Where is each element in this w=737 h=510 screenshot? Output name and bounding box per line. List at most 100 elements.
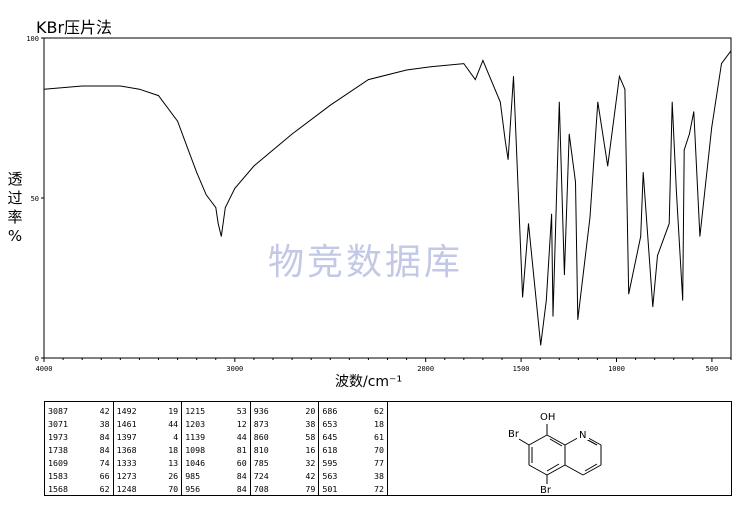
- data-point: [158, 95, 159, 96]
- data-point: [642, 172, 644, 173]
- data-point: [730, 50, 732, 52]
- x-axis-label: 波数/cm⁻¹: [335, 374, 403, 390]
- peak-transmittance: 4: [173, 432, 179, 442]
- peak-row: 1046 60: [185, 457, 247, 470]
- peak-transmittance: 62: [373, 406, 384, 416]
- peak-transmittance: 26: [168, 471, 179, 481]
- peak-row: 1973 84: [48, 431, 110, 444]
- data-point: [186, 146, 188, 148]
- peak-row: 501 72: [322, 483, 384, 496]
- peak-column: 1215 53 1203 12 1139 44 1098 81 1046 60 985 84 956 84: [182, 402, 251, 495]
- data-point: [540, 344, 542, 346]
- peak-wavenumber: 501: [322, 484, 338, 494]
- data-point: [463, 63, 465, 64]
- peak-transmittance: 72: [373, 484, 384, 494]
- y-tick-label: 100: [26, 35, 39, 43]
- data-point: [368, 79, 369, 80]
- x-tick-label: 500: [706, 365, 719, 373]
- bond: [546, 464, 566, 476]
- bond-double: [546, 463, 560, 472]
- data-point: [564, 274, 565, 276]
- peak-row: 1203 12: [185, 418, 247, 431]
- data-point: [482, 60, 484, 61]
- peak-column: 936 20 873 38 860 58 810 16 785 32 724 42 708 79: [251, 402, 320, 495]
- peak-wavenumber: 1203: [185, 419, 206, 429]
- plot-frame: [43, 37, 732, 359]
- atom-br-label: Br: [508, 429, 520, 440]
- peak-wavenumber: 1368: [116, 445, 137, 455]
- data-point: [507, 159, 509, 161]
- data-point: [699, 236, 701, 237]
- data-point: [139, 88, 140, 90]
- peak-column: 1492 19 1461 44 1397 4 1368 18 1333 13 1273 26 1248 7…: [114, 402, 183, 495]
- peak-row: 645 61: [322, 431, 384, 444]
- bond: [528, 464, 548, 476]
- peak-wavenumber: 1583: [48, 471, 68, 481]
- peak-wavenumber: 1098: [185, 445, 206, 455]
- peak-row: 1492 19: [117, 405, 179, 418]
- peak-wavenumber: 645: [322, 432, 338, 442]
- data-point: [253, 165, 255, 167]
- peak-transmittance: 53: [236, 406, 247, 416]
- peak-wavenumber: 1273: [116, 471, 137, 481]
- watermark: 物竞数据库: [268, 242, 464, 283]
- peak-row: 860 58: [254, 431, 316, 444]
- data-point: [676, 191, 677, 193]
- peak-wavenumber: 1215: [185, 406, 206, 416]
- data-point: [671, 101, 673, 103]
- peak-transmittance: 38: [99, 419, 110, 429]
- molecule-structure: OH Br Br N: [508, 412, 602, 496]
- data-point: [224, 207, 226, 209]
- data-point: [205, 194, 207, 196]
- peak-transmittance: 60: [236, 458, 247, 468]
- peak-row: 785 32: [254, 457, 316, 470]
- molecule-bonds: [518, 424, 602, 484]
- peak-transmittance: 38: [305, 419, 316, 429]
- peak-wavenumber: 1492: [116, 406, 137, 416]
- data-point: [81, 85, 83, 87]
- data-point: [619, 76, 620, 77]
- peak-row: 3071 38: [48, 418, 110, 431]
- peak-transmittance: 19: [168, 406, 179, 416]
- data-point: [568, 133, 570, 135]
- peak-wavenumber: 653: [322, 419, 338, 429]
- bond: [564, 464, 584, 476]
- data-point: [504, 140, 506, 141]
- data-point: [499, 101, 501, 103]
- data-point: [119, 85, 121, 87]
- data-point: [575, 181, 576, 183]
- peak-row: 686 62: [322, 405, 384, 418]
- peak-transmittance: 44: [168, 419, 179, 429]
- peak-row: 1248 70: [117, 483, 179, 496]
- peak-row: 1368 18: [117, 444, 179, 457]
- data-point: [668, 223, 670, 225]
- peak-transmittance: 84: [236, 484, 247, 494]
- data-point: [513, 76, 514, 77]
- y-axis-label-char: %: [7, 227, 23, 245]
- peak-row: 563 38: [322, 470, 384, 483]
- x-tick-label: 1500: [513, 365, 530, 373]
- atom-oh-label: OH: [540, 412, 555, 423]
- x-tick-label: 4000: [36, 365, 53, 373]
- peak-wavenumber: 1973: [48, 432, 68, 442]
- peak-wavenumber: 563: [322, 471, 338, 481]
- data-point: [721, 63, 722, 64]
- peak-wavenumber: 956: [185, 484, 201, 494]
- peak-transmittance: 81: [236, 445, 247, 455]
- peak-row: 1333 13: [117, 457, 179, 470]
- peak-transmittance: 18: [373, 419, 384, 429]
- y-tick-label: 0: [35, 355, 39, 363]
- data-point: [522, 296, 523, 298]
- data-point: [329, 104, 331, 106]
- bond: [528, 434, 548, 446]
- peak-row: 3087 42: [48, 405, 110, 418]
- peak-row: 1273 26: [117, 470, 179, 483]
- peak-transmittance: 20: [305, 406, 316, 416]
- peak-transmittance: 18: [168, 445, 179, 455]
- bond-double: [549, 438, 563, 447]
- peak-transmittance: 74: [99, 458, 110, 468]
- peak-wavenumber: 1609: [48, 458, 68, 468]
- peak-wavenumber: 1333: [116, 458, 137, 468]
- peak-column: 3087 42 3071 38 1973 84 1738 84 1609 74 1583 66 1568…: [45, 402, 114, 495]
- peak-wavenumber: 1461: [116, 419, 137, 429]
